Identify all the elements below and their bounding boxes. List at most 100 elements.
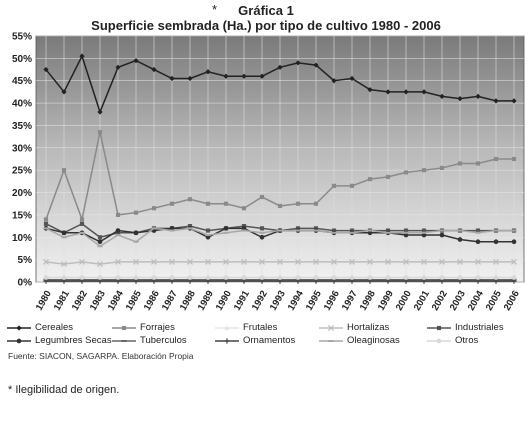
- x-tick-label: 1983: [88, 289, 108, 313]
- series-cereales: [43, 53, 517, 115]
- data-point: [385, 174, 391, 179]
- source-note: Fuente: SIACON, SAGARPA. Elaboración Pro…: [8, 351, 194, 361]
- data-point: [223, 201, 229, 206]
- series-oleaginosas: [43, 227, 517, 248]
- y-tick-label: 30%: [12, 143, 32, 154]
- legend-swatch: [7, 324, 31, 331]
- data-point: [421, 275, 427, 280]
- data-point: [277, 229, 283, 232]
- data-point: [277, 275, 283, 280]
- legend-entry: Frutales: [214, 322, 277, 333]
- data-point: [205, 201, 211, 206]
- data-point: [349, 275, 355, 280]
- data-point: [186, 258, 194, 265]
- data-point: [97, 109, 103, 115]
- y-tick-label: 55%: [12, 32, 32, 43]
- data-point: [457, 237, 463, 242]
- data-point: [457, 161, 463, 166]
- data-point: [331, 231, 337, 234]
- data-point: [222, 258, 230, 265]
- data-point: [16, 324, 22, 331]
- data-point: [331, 254, 337, 260]
- data-point: [475, 161, 481, 166]
- data-point: [403, 170, 409, 175]
- y-tick-label: 15%: [12, 210, 32, 221]
- data-point: [223, 73, 229, 79]
- y-tick-label: 45%: [12, 76, 32, 87]
- data-point: [457, 229, 463, 232]
- data-point: [205, 69, 211, 75]
- data-point: [510, 258, 518, 265]
- data-point: [313, 201, 319, 206]
- data-point: [133, 275, 139, 280]
- data-point: [438, 258, 446, 265]
- data-point: [205, 254, 211, 260]
- legend-swatch: [7, 338, 31, 343]
- data-point: [259, 254, 265, 260]
- data-point: [276, 258, 284, 265]
- data-point: [97, 275, 103, 280]
- illegibility-marker: *: [212, 2, 218, 17]
- data-point: [349, 183, 355, 188]
- data-point: [121, 325, 127, 330]
- data-point: [420, 258, 428, 265]
- data-point: [151, 275, 157, 280]
- data-point: [367, 87, 373, 93]
- y-tick-label: 5%: [18, 255, 33, 266]
- data-point: [493, 239, 499, 245]
- data-point: [150, 258, 158, 265]
- legend-entry: Tuberculos: [111, 335, 187, 346]
- y-tick-label: 50%: [12, 54, 32, 65]
- y-axis: 0% 5% 10% 15% 20% 25% 30% 35% 40% 45% 50% 55%: [12, 32, 32, 289]
- data-point: [97, 239, 103, 245]
- x-tick-label: 1980: [34, 289, 54, 313]
- legend-label: Cereales: [35, 322, 74, 333]
- data-point: [121, 339, 127, 342]
- data-point: [327, 324, 335, 331]
- data-point: [97, 245, 103, 248]
- data-point: [43, 66, 49, 73]
- x-tick-label: 1995: [304, 288, 324, 312]
- x-axis: 1980198119821983198419851986198719881989…: [34, 288, 522, 312]
- data-point: [187, 254, 193, 260]
- data-point: [151, 206, 157, 211]
- data-point: [169, 275, 175, 280]
- data-point: [169, 229, 175, 232]
- x-tick-label: 2006: [502, 289, 522, 313]
- data-point: [151, 66, 157, 73]
- data-point: [97, 257, 103, 262]
- x-tick-label: 1994: [286, 288, 306, 312]
- figure-label: Gráfica 1: [238, 3, 294, 18]
- x-tick-label: 1989: [196, 289, 216, 313]
- data-point: [511, 229, 517, 232]
- data-point: [61, 89, 67, 95]
- data-point: [223, 231, 229, 234]
- data-point: [168, 258, 176, 265]
- data-point: [259, 231, 265, 234]
- data-point: [349, 231, 355, 234]
- data-point: [475, 231, 481, 234]
- series-hortalizas: [42, 258, 518, 268]
- legend-entry: Otros: [426, 335, 478, 346]
- data-point: [475, 252, 481, 258]
- data-point: [385, 275, 391, 280]
- legend-entry: Forrajes: [111, 322, 175, 333]
- data-point: [439, 229, 445, 232]
- data-point: [436, 325, 442, 330]
- data-point: [403, 228, 409, 233]
- data-point: [241, 206, 247, 211]
- legend-swatch: [112, 325, 136, 330]
- data-point: [78, 258, 86, 265]
- data-point: [43, 217, 49, 222]
- data-point: [511, 156, 517, 162]
- x-tick-label: 1993: [268, 289, 288, 313]
- data-point: [475, 275, 481, 280]
- data-point: [313, 275, 319, 280]
- data-point: [295, 201, 301, 206]
- data-point: [385, 89, 391, 95]
- data-point: [43, 275, 49, 280]
- data-point: [421, 231, 427, 234]
- data-point: [439, 232, 445, 238]
- data-point: [79, 275, 85, 280]
- legend-label: Tuberculos: [140, 335, 187, 346]
